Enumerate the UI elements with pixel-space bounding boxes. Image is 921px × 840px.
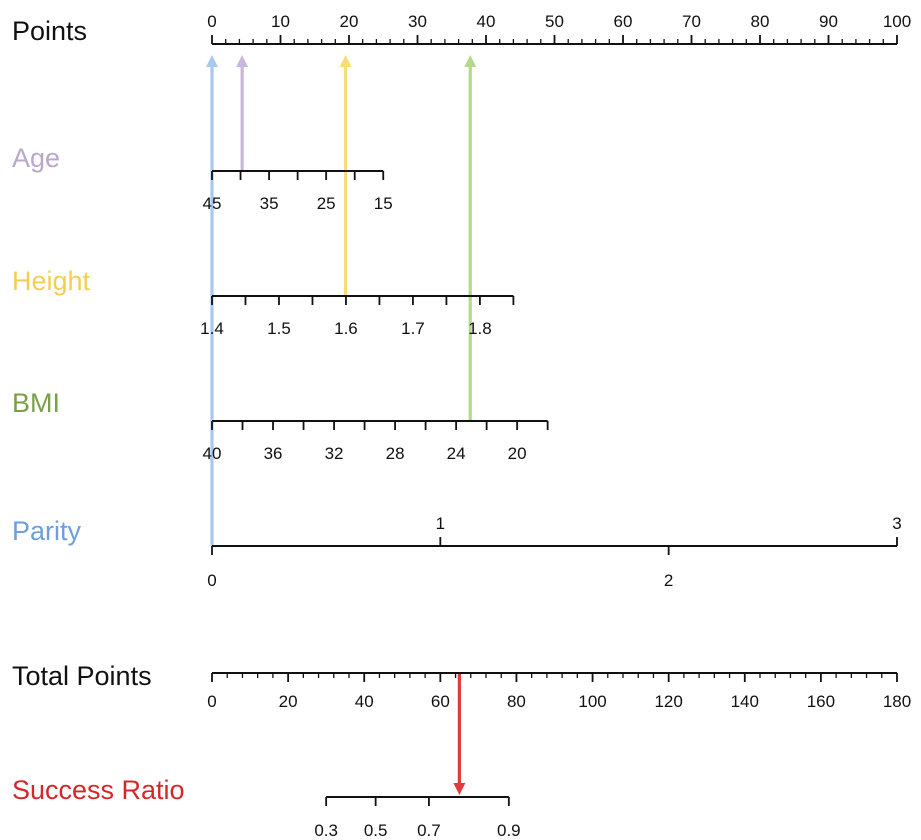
point-arrow-height-head <box>339 55 352 67</box>
row-label-points: Points <box>12 16 87 46</box>
bmi-tick-label: 36 <box>264 444 283 463</box>
row-label-success: Success Ratio <box>12 775 185 805</box>
point-arrow-bmi-head <box>464 55 477 67</box>
success-tick-label: 0.3 <box>314 821 338 840</box>
total-tick-label: 0 <box>207 692 216 711</box>
height-tick-label: 1.5 <box>267 319 291 338</box>
points-tick-label: 0 <box>207 12 216 31</box>
total-tick-label: 160 <box>807 692 835 711</box>
points-tick-label: 10 <box>271 12 290 31</box>
parity-tick-label: 2 <box>664 571 673 590</box>
success-tick-label: 0.5 <box>364 821 388 840</box>
points-tick-label: 60 <box>614 12 633 31</box>
points-tick-label: 90 <box>819 12 838 31</box>
point-arrow-age-head <box>236 55 249 67</box>
points-tick-label: 40 <box>477 12 496 31</box>
parity-tick-label: 1 <box>436 514 445 533</box>
age-tick-label: 25 <box>317 194 336 213</box>
success-tick-label: 0.7 <box>417 821 441 840</box>
total-tick-label: 140 <box>731 692 759 711</box>
row-label-age: Age <box>12 143 60 173</box>
total-tick-label: 80 <box>507 692 526 711</box>
parity-tick-label: 3 <box>892 514 901 533</box>
total-tick-label: 20 <box>279 692 298 711</box>
total-tick-label: 40 <box>355 692 374 711</box>
bmi-tick-label: 28 <box>386 444 405 463</box>
age-tick-label: 45 <box>203 194 222 213</box>
row-label-parity: Parity <box>12 516 82 546</box>
point-arrow-parity-head <box>206 55 218 67</box>
row-label-bmi: BMI <box>12 388 60 418</box>
height-tick-label: 1.8 <box>468 319 492 338</box>
points-tick-label: 50 <box>545 12 564 31</box>
points-tick-label: 20 <box>340 12 359 31</box>
bmi-tick-label: 20 <box>508 444 527 463</box>
height-tick-label: 1.7 <box>401 319 425 338</box>
points-tick-label: 70 <box>682 12 701 31</box>
points-tick-label: 100 <box>883 12 911 31</box>
total-tick-label: 60 <box>431 692 450 711</box>
parity-tick-label: 0 <box>207 571 216 590</box>
total-tick-label: 100 <box>578 692 606 711</box>
bmi-tick-label: 24 <box>447 444 466 463</box>
height-tick-label: 1.6 <box>334 319 358 338</box>
bmi-tick-label: 40 <box>203 444 222 463</box>
age-tick-label: 35 <box>260 194 279 213</box>
age-tick-label: 15 <box>374 194 393 213</box>
height-tick-label: 1.4 <box>200 319 224 338</box>
points-tick-label: 80 <box>751 12 770 31</box>
bmi-tick-label: 32 <box>325 444 344 463</box>
result-arrow-head <box>453 783 466 795</box>
row-label-total: Total Points <box>12 661 152 691</box>
points-tick-label: 30 <box>408 12 427 31</box>
total-tick-label: 180 <box>883 692 911 711</box>
success-tick-label: 0.9 <box>497 821 521 840</box>
row-label-height: Height <box>12 266 91 296</box>
total-tick-label: 120 <box>654 692 682 711</box>
